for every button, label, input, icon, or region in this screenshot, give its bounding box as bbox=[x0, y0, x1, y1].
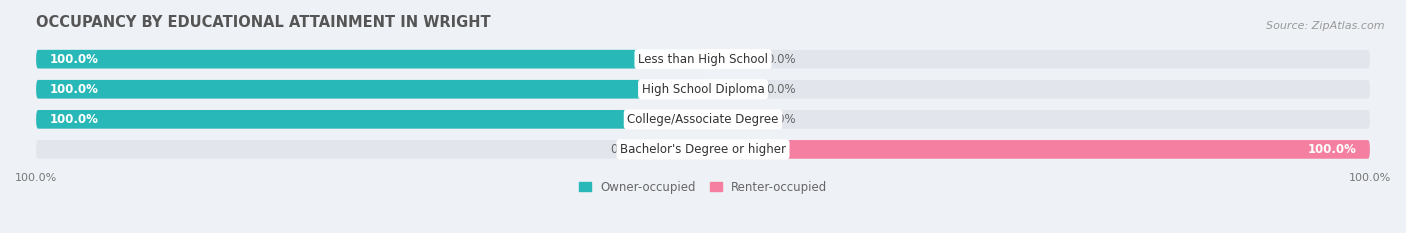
FancyBboxPatch shape bbox=[37, 110, 1369, 129]
FancyBboxPatch shape bbox=[37, 80, 703, 99]
Text: 100.0%: 100.0% bbox=[49, 83, 98, 96]
Text: 100.0%: 100.0% bbox=[49, 113, 98, 126]
FancyBboxPatch shape bbox=[703, 80, 756, 99]
Text: Bachelor's Degree or higher: Bachelor's Degree or higher bbox=[620, 143, 786, 156]
Text: Less than High School: Less than High School bbox=[638, 53, 768, 66]
FancyBboxPatch shape bbox=[703, 110, 756, 129]
FancyBboxPatch shape bbox=[37, 80, 1369, 99]
Legend: Owner-occupied, Renter-occupied: Owner-occupied, Renter-occupied bbox=[579, 181, 827, 194]
Text: Source: ZipAtlas.com: Source: ZipAtlas.com bbox=[1267, 21, 1385, 31]
FancyBboxPatch shape bbox=[37, 140, 1369, 159]
FancyBboxPatch shape bbox=[37, 50, 703, 69]
FancyBboxPatch shape bbox=[703, 50, 756, 69]
Text: 100.0%: 100.0% bbox=[49, 53, 98, 66]
Text: College/Associate Degree: College/Associate Degree bbox=[627, 113, 779, 126]
Text: 0.0%: 0.0% bbox=[766, 53, 796, 66]
FancyBboxPatch shape bbox=[650, 140, 703, 159]
Text: High School Diploma: High School Diploma bbox=[641, 83, 765, 96]
Text: 0.0%: 0.0% bbox=[766, 83, 796, 96]
Text: OCCUPANCY BY EDUCATIONAL ATTAINMENT IN WRIGHT: OCCUPANCY BY EDUCATIONAL ATTAINMENT IN W… bbox=[37, 15, 491, 30]
Text: 100.0%: 100.0% bbox=[1308, 143, 1357, 156]
FancyBboxPatch shape bbox=[37, 50, 1369, 69]
Text: 0.0%: 0.0% bbox=[610, 143, 640, 156]
Text: 0.0%: 0.0% bbox=[766, 113, 796, 126]
FancyBboxPatch shape bbox=[703, 140, 1369, 159]
FancyBboxPatch shape bbox=[37, 110, 703, 129]
